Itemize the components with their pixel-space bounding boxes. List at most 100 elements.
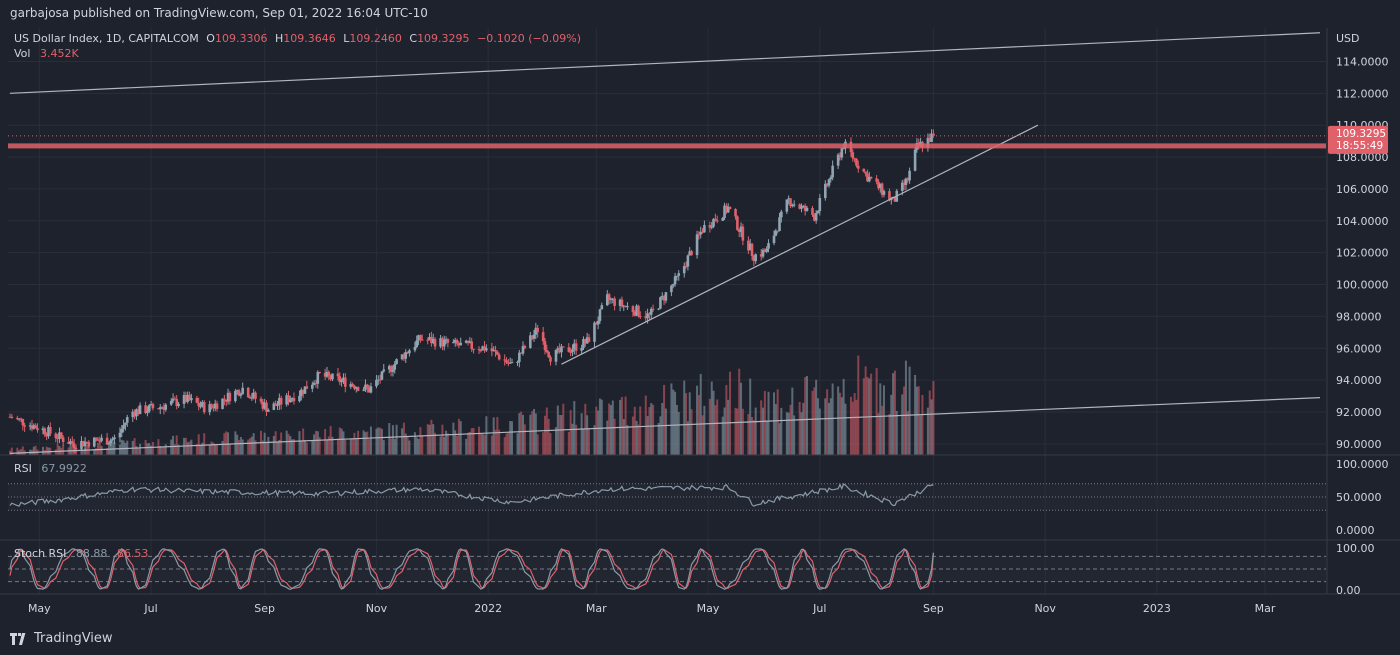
volume-bar — [853, 393, 856, 455]
volume-bar — [382, 440, 385, 455]
candle-body — [393, 363, 397, 370]
candle-body — [54, 433, 58, 439]
candle-body — [415, 340, 419, 347]
rsi-label: RSI — [14, 462, 32, 475]
candle-body — [149, 404, 153, 406]
candle-body — [133, 411, 136, 417]
volume-bar — [325, 439, 328, 455]
candle-body — [356, 387, 360, 391]
volume-bar — [377, 427, 380, 455]
candle-body — [825, 183, 829, 186]
volume-bar — [672, 389, 675, 455]
volume-bar — [597, 410, 600, 455]
volume-bar — [175, 435, 178, 455]
candle-body — [354, 387, 358, 389]
volume-bar — [811, 390, 814, 455]
candle-body — [867, 176, 871, 182]
volume-bar — [95, 448, 98, 455]
candle-body — [882, 191, 886, 195]
candle-body — [593, 322, 596, 342]
rsi-tick-label: 100.0000 — [1336, 458, 1389, 471]
volume-bar — [723, 407, 726, 455]
volume-bar — [837, 386, 840, 455]
candle-body — [569, 351, 572, 353]
footer-brand[interactable]: TradingView — [10, 631, 113, 646]
candle-body — [201, 402, 204, 407]
volume-bar — [454, 430, 457, 455]
volume-bar — [518, 413, 521, 455]
candle-body — [318, 371, 321, 374]
stoch-rsi-pane[interactable] — [8, 547, 1326, 590]
volume-bar — [291, 439, 294, 455]
volume-bar — [177, 444, 180, 455]
low-label: L — [343, 32, 350, 45]
svg-text:Stoch RSI 88.88 86: Stoch RSI 88.88 86.53 — [14, 547, 148, 560]
candle-body — [670, 285, 673, 293]
rsi-legend[interactable]: RSI 67.9922 — [14, 462, 87, 475]
volume-bar — [313, 434, 316, 455]
candle-body — [8, 416, 12, 418]
candle-body — [545, 350, 549, 352]
candle-body — [792, 204, 796, 206]
volume-bar — [336, 438, 339, 455]
volume-bar — [531, 411, 534, 455]
candle-body — [510, 362, 514, 364]
candle-body — [453, 340, 457, 343]
candle-body — [580, 347, 583, 351]
volume-bar — [457, 418, 460, 455]
candle-body — [675, 275, 679, 277]
candle-body — [878, 183, 882, 189]
candle-body — [325, 371, 329, 377]
volume-bar — [118, 444, 121, 455]
stoch-legend[interactable]: Stoch RSI 88.88 86.53 — [14, 547, 148, 560]
candle-body — [226, 392, 230, 402]
volume-bar — [622, 419, 625, 455]
candle-body — [543, 341, 547, 351]
volume-bar — [780, 407, 783, 455]
volume-bar — [774, 404, 777, 455]
main-legend[interactable]: US Dollar Index, 1D, CAPITALCOM O109.330… — [14, 32, 581, 60]
candle-body — [305, 386, 309, 389]
volume-bar — [789, 404, 792, 455]
volume-bar — [675, 404, 678, 455]
rsi-pane[interactable] — [8, 483, 1326, 511]
volume-bar — [426, 424, 429, 455]
volume-bar — [298, 431, 301, 455]
candle-body — [74, 448, 78, 450]
volume-bar — [785, 412, 788, 455]
candle-body — [221, 398, 224, 409]
volume-bar — [747, 414, 750, 455]
volume-bar — [826, 389, 829, 455]
volume-bar — [798, 402, 801, 455]
candle-body — [671, 284, 675, 286]
candle-body — [298, 395, 301, 402]
time-tick-label: 2022 — [474, 602, 502, 615]
candle-body — [554, 349, 558, 362]
candle-body — [349, 383, 353, 387]
volume-bar — [351, 438, 354, 455]
candle-body — [536, 327, 539, 333]
candle-body — [413, 346, 417, 351]
candle-body — [620, 299, 624, 307]
volume-bar — [683, 380, 686, 455]
volume-bar — [903, 386, 906, 455]
candle-body — [470, 341, 474, 349]
candle-body — [893, 196, 897, 202]
candle-body — [19, 418, 23, 420]
volume-bar — [445, 430, 448, 455]
volume-bar — [234, 431, 237, 455]
candle-body — [607, 294, 611, 300]
candle-body — [237, 390, 241, 396]
price-chart[interactable]: 114.0000112.0000110.0000108.0000106.0000… — [0, 0, 1400, 628]
candle-body — [276, 404, 279, 406]
candle-body — [831, 165, 834, 178]
volume-bar — [664, 408, 667, 455]
volume-bar — [380, 428, 383, 455]
candle-body — [726, 206, 730, 213]
candle-body — [81, 440, 85, 447]
volume-bar — [109, 440, 112, 455]
candle-body — [61, 437, 65, 442]
main-pane[interactable] — [8, 28, 1326, 455]
time-tick-label: Mar — [1255, 602, 1276, 615]
volume-bar — [710, 381, 713, 455]
